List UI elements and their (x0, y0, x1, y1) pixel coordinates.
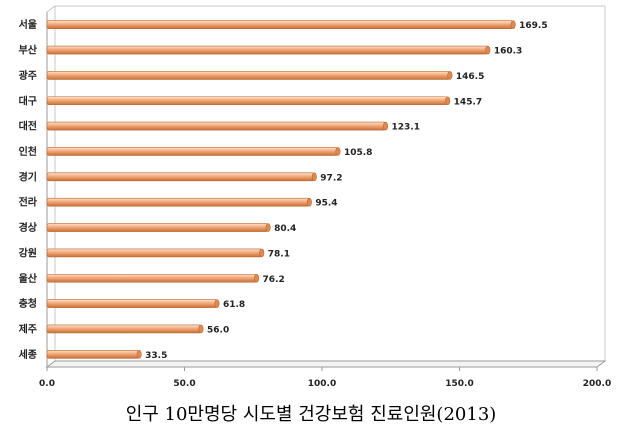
value-label: 169.5 (519, 21, 547, 31)
x-tick-label: 50.0 (173, 379, 195, 389)
bar-경상 (46, 223, 269, 232)
bar-울산 (46, 273, 257, 283)
value-label: 78.1 (268, 249, 290, 259)
bar-세종 (46, 350, 140, 359)
bar-cap-인천 (335, 147, 341, 156)
category-label: 제주 (19, 322, 37, 335)
bar-서울 (46, 20, 514, 29)
bar-cap-광주 (447, 71, 453, 80)
category-label: 경기 (19, 170, 37, 183)
bar-광주 (46, 71, 451, 80)
value-label: 105.8 (344, 148, 372, 158)
bar-cap-경기 (311, 172, 317, 182)
value-label: 80.4 (274, 224, 296, 234)
category-label: 부산 (19, 44, 38, 57)
bar-강원 (46, 248, 263, 258)
bar-전라 (46, 197, 310, 207)
value-label: 145.7 (454, 97, 482, 107)
bar-제주 (46, 324, 202, 334)
x-tick-label: 150.0 (445, 379, 473, 389)
bar-충청 (46, 299, 218, 308)
bar-인천 (46, 147, 339, 156)
value-label: 146.5 (456, 72, 484, 82)
category-label: 세종 (19, 348, 37, 361)
value-label: 61.8 (223, 300, 245, 310)
x-tick-label: 0.0 (39, 379, 55, 389)
corner-line (46, 5, 56, 13)
bar-cap-대전 (383, 121, 389, 131)
bar-cap-울산 (254, 273, 260, 283)
category-label: 강원 (19, 246, 37, 259)
category-label: 대전 (19, 120, 37, 133)
plot-floor (45, 360, 607, 368)
bar-대전 (46, 121, 386, 131)
value-label: 123.1 (392, 123, 420, 133)
category-label: 경상 (19, 221, 38, 234)
bar-경기 (46, 172, 315, 182)
bar-cap-충청 (214, 299, 220, 308)
category-label: 충청 (19, 297, 37, 310)
bar-cap-제주 (198, 324, 204, 334)
category-label: 대구 (19, 94, 37, 107)
bar-cap-대구 (445, 96, 451, 106)
bar-cap-서울 (510, 20, 516, 29)
x-tick-label: 100.0 (308, 379, 336, 389)
x-tick-label: 200.0 (583, 379, 611, 389)
bar-부산 (46, 45, 489, 55)
chart-title: 인구 10만명당 시도별 건강보험 진료인원(2013) (125, 404, 497, 425)
value-label: 95.4 (315, 199, 337, 209)
bar-대구 (46, 96, 448, 106)
category-label: 인천 (19, 145, 37, 158)
category-label: 전라 (19, 196, 38, 209)
bar-cap-경상 (265, 223, 271, 232)
category-label: 서울 (19, 18, 37, 31)
value-label: 160.3 (494, 47, 522, 57)
bar-cap-부산 (485, 45, 491, 55)
bar-cap-세종 (136, 350, 142, 359)
bar-cap-강원 (259, 248, 265, 258)
category-label: 울산 (19, 272, 38, 285)
value-label: 56.0 (207, 325, 229, 335)
value-label: 76.2 (263, 275, 285, 285)
value-label: 33.5 (145, 351, 167, 361)
value-label: 97.2 (320, 173, 342, 183)
bar-cap-전라 (306, 197, 312, 207)
category-label: 광주 (19, 70, 37, 82)
